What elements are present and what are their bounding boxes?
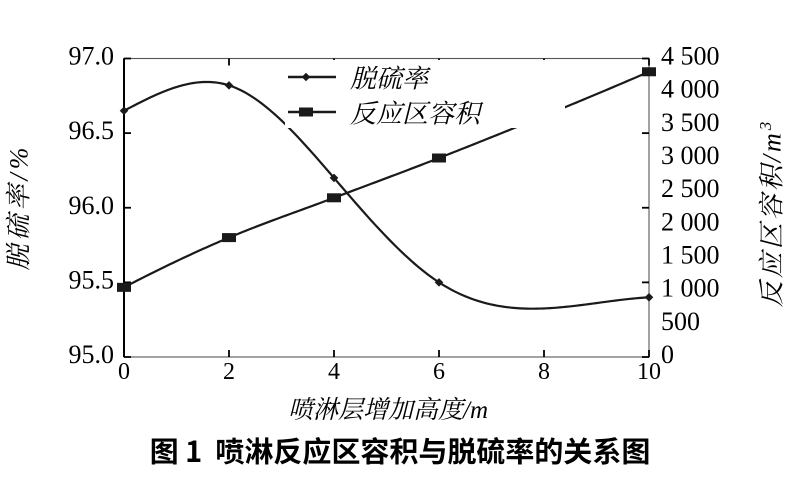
svg-text:0: 0: [661, 340, 674, 369]
svg-text:500: 500: [661, 307, 700, 336]
svg-text:2 500: 2 500: [661, 174, 720, 203]
svg-text:4 000: 4 000: [661, 75, 720, 104]
svg-text:3 500: 3 500: [661, 108, 720, 137]
svg-text:1 000: 1 000: [661, 274, 720, 303]
svg-text:8: 8: [538, 359, 550, 385]
svg-text:0: 0: [118, 359, 130, 385]
svg-text:6: 6: [433, 359, 445, 385]
svg-text:96.0: 96.0: [69, 191, 115, 220]
svg-text:97.0: 97.0: [69, 42, 115, 71]
svg-text:3 000: 3 000: [661, 141, 720, 170]
svg-text:1 500: 1 500: [661, 241, 720, 270]
svg-text:96.5: 96.5: [69, 116, 115, 145]
svg-text:2: 2: [223, 359, 235, 385]
svg-text:95.5: 95.5: [69, 265, 115, 294]
svg-text:4: 4: [328, 359, 340, 385]
svg-text:95.0: 95.0: [69, 340, 115, 369]
svg-text:10: 10: [637, 359, 661, 385]
svg-text:4 500: 4 500: [661, 42, 720, 71]
svg-text:2 000: 2 000: [661, 207, 720, 236]
